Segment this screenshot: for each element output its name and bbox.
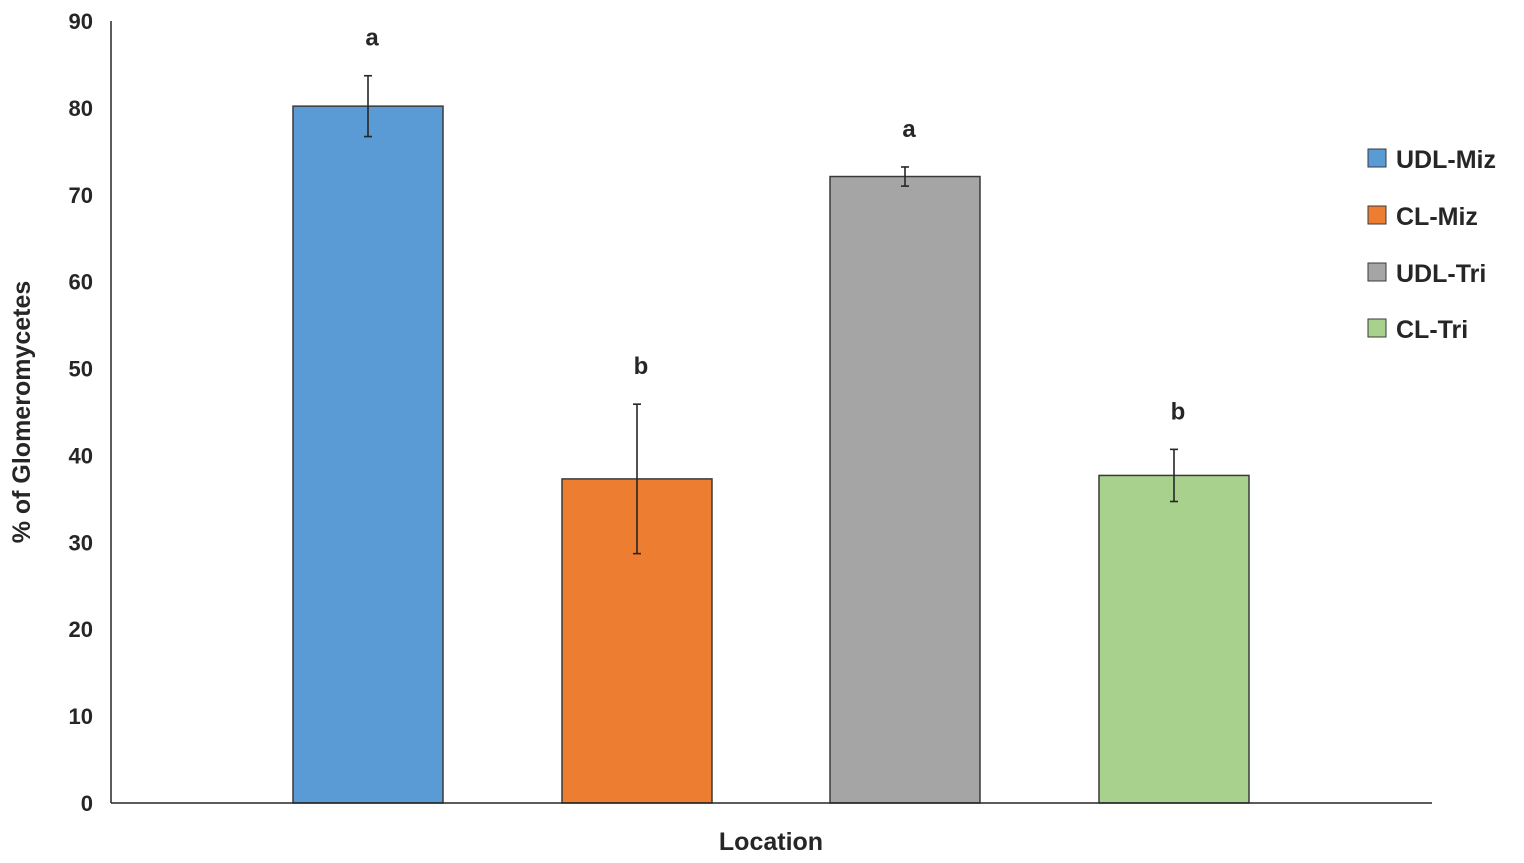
error-bars — [364, 74, 1178, 555]
legend-swatch — [1367, 148, 1387, 168]
y-tick-label: 10 — [69, 704, 93, 729]
significance-letter: b — [1171, 398, 1186, 425]
y-tick-label: 0 — [81, 791, 93, 816]
significance-letters: a b a b — [365, 25, 1185, 426]
y-tick-label: 70 — [69, 183, 93, 208]
y-axis-title: % of Glomeromycetes — [8, 281, 36, 544]
significance-letter: a — [902, 116, 916, 143]
y-tick-label: 90 — [69, 9, 93, 34]
legend: UDL-Miz CL-Miz UDL-Tri CL-Tri — [1367, 146, 1496, 344]
bar-udl-tri — [829, 175, 981, 804]
y-tick-label: 30 — [69, 530, 93, 555]
y-axis-ticks: 0 10 20 30 40 50 60 70 80 90 — [69, 9, 93, 816]
legend-swatch — [1367, 318, 1387, 338]
y-tick-label: 40 — [69, 443, 93, 468]
y-tick-label: 50 — [69, 357, 93, 382]
legend-label: UDL-Tri — [1396, 260, 1486, 288]
significance-letter: a — [365, 25, 379, 52]
legend-label: UDL-Miz — [1396, 146, 1496, 174]
bar-cl-tri — [1098, 474, 1250, 804]
legend-label: CL-Miz — [1396, 203, 1478, 231]
y-tick-label: 60 — [69, 270, 93, 295]
bar-udl-miz — [292, 105, 444, 804]
legend-swatch — [1367, 262, 1387, 282]
legend-label: CL-Tri — [1396, 316, 1468, 344]
legend-swatch — [1367, 205, 1387, 225]
bars — [292, 105, 1250, 804]
significance-letter: b — [634, 353, 649, 380]
y-tick-label: 20 — [69, 617, 93, 642]
x-axis-title: Location — [719, 828, 823, 856]
y-tick-label: 80 — [69, 96, 93, 121]
